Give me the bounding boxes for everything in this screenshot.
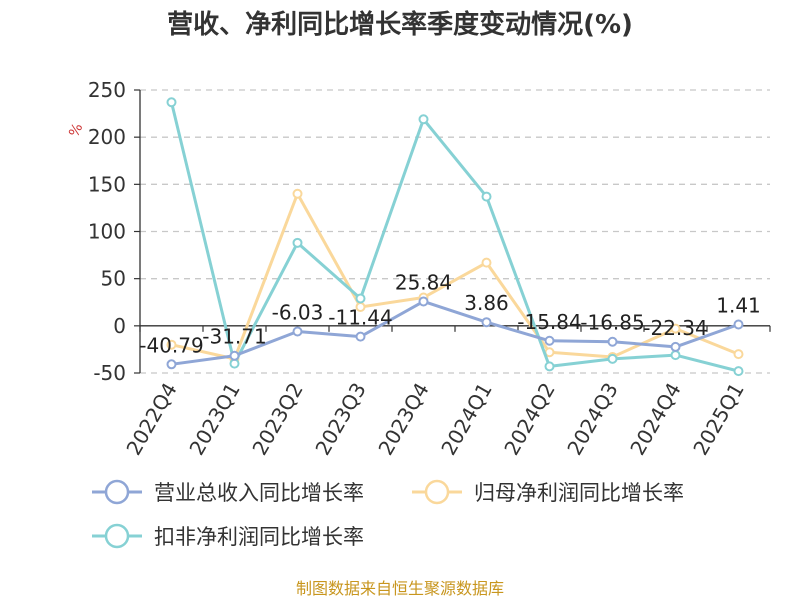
data-point	[481, 191, 492, 202]
x-tick-label: 2023Q2	[247, 379, 307, 460]
data-point	[292, 237, 303, 248]
data-point	[166, 339, 177, 350]
series-line	[171, 299, 740, 366]
data-point	[607, 353, 618, 364]
x-tick-label: 2023Q3	[310, 379, 370, 460]
data-label: -40.79	[139, 333, 203, 357]
x-axis-ticks: 2022Q4 2023Q1 2023Q2 2023Q3 2023Q4 2024Q1 2024…	[121, 379, 748, 460]
chart-title: 营收、净利同比增长率季度变动情况(%)	[167, 9, 633, 40]
axes	[134, 89, 771, 374]
series-group	[166, 97, 744, 377]
x-tick-label: 2024Q3	[562, 379, 622, 460]
data-point	[418, 296, 429, 307]
data-point	[229, 358, 240, 369]
data-label: -22.34	[643, 316, 707, 340]
x-tick-label: 2025Q1	[688, 379, 748, 460]
data-point	[670, 341, 681, 352]
data-label: -15.84	[517, 310, 581, 334]
data-point	[292, 326, 303, 337]
legend-label: 归母净利润同比增长率	[474, 481, 684, 505]
data-point	[355, 331, 366, 342]
data-label: 1.41	[716, 294, 761, 318]
y-tick-label: 150	[88, 172, 126, 196]
series-line	[170, 101, 739, 373]
data-point	[733, 366, 744, 377]
data-point	[733, 349, 744, 360]
x-tick-label: 2024Q4	[625, 379, 685, 460]
data-point	[166, 359, 177, 370]
y-tick-label: 250	[88, 78, 126, 102]
legend-item: 归母净利润同比增长率	[412, 479, 684, 505]
x-tick-label: 2022Q4	[121, 379, 181, 460]
data-label: -6.03	[272, 301, 324, 325]
x-tick-label: 2023Q4	[373, 379, 433, 460]
y-tick-label: 100	[88, 220, 126, 244]
data-point	[229, 350, 240, 361]
data-point	[481, 317, 492, 328]
source-note: 制图数据来自恒生聚源数据库	[296, 579, 504, 598]
y-tick-label: -50	[93, 361, 126, 385]
x-tick-label: 2024Q1	[436, 379, 496, 460]
legend-marker	[424, 479, 450, 505]
data-point	[292, 188, 303, 199]
data-point	[355, 293, 366, 304]
legend-item: 营业总收入同比增长率	[92, 479, 364, 505]
y-axis-ticks: -50 0 50 100 150 200 250	[88, 78, 126, 385]
data-point	[733, 319, 744, 330]
grid-lines	[140, 89, 770, 374]
legend-label: 营业总收入同比增长率	[154, 481, 364, 505]
x-tick-label: 2023Q1	[184, 379, 244, 460]
legend-marker	[104, 523, 130, 549]
data-label: -11.44	[328, 306, 392, 330]
data-point	[670, 323, 681, 334]
y-axis-unit: %	[66, 121, 86, 140]
y-tick-label: 0	[113, 314, 126, 338]
data-point	[418, 114, 429, 125]
y-tick-label: 50	[101, 267, 126, 291]
data-point	[544, 361, 555, 372]
x-tick-label: 2024Q2	[499, 379, 559, 460]
legend-marker	[104, 479, 130, 505]
data-label: -31.71	[202, 325, 266, 349]
data-point	[544, 335, 555, 346]
legend-item: 扣非净利润同比增长率	[92, 523, 364, 549]
legend-label: 扣非净利润同比增长率	[154, 525, 364, 549]
data-point	[607, 336, 618, 347]
data-label: -16.85	[580, 311, 644, 335]
data-label: 3.86	[464, 291, 509, 315]
data-point	[166, 97, 177, 108]
y-tick-label: 200	[88, 125, 126, 149]
data-point	[481, 257, 492, 268]
data-point	[670, 350, 681, 361]
data-label: 25.84	[395, 270, 452, 294]
